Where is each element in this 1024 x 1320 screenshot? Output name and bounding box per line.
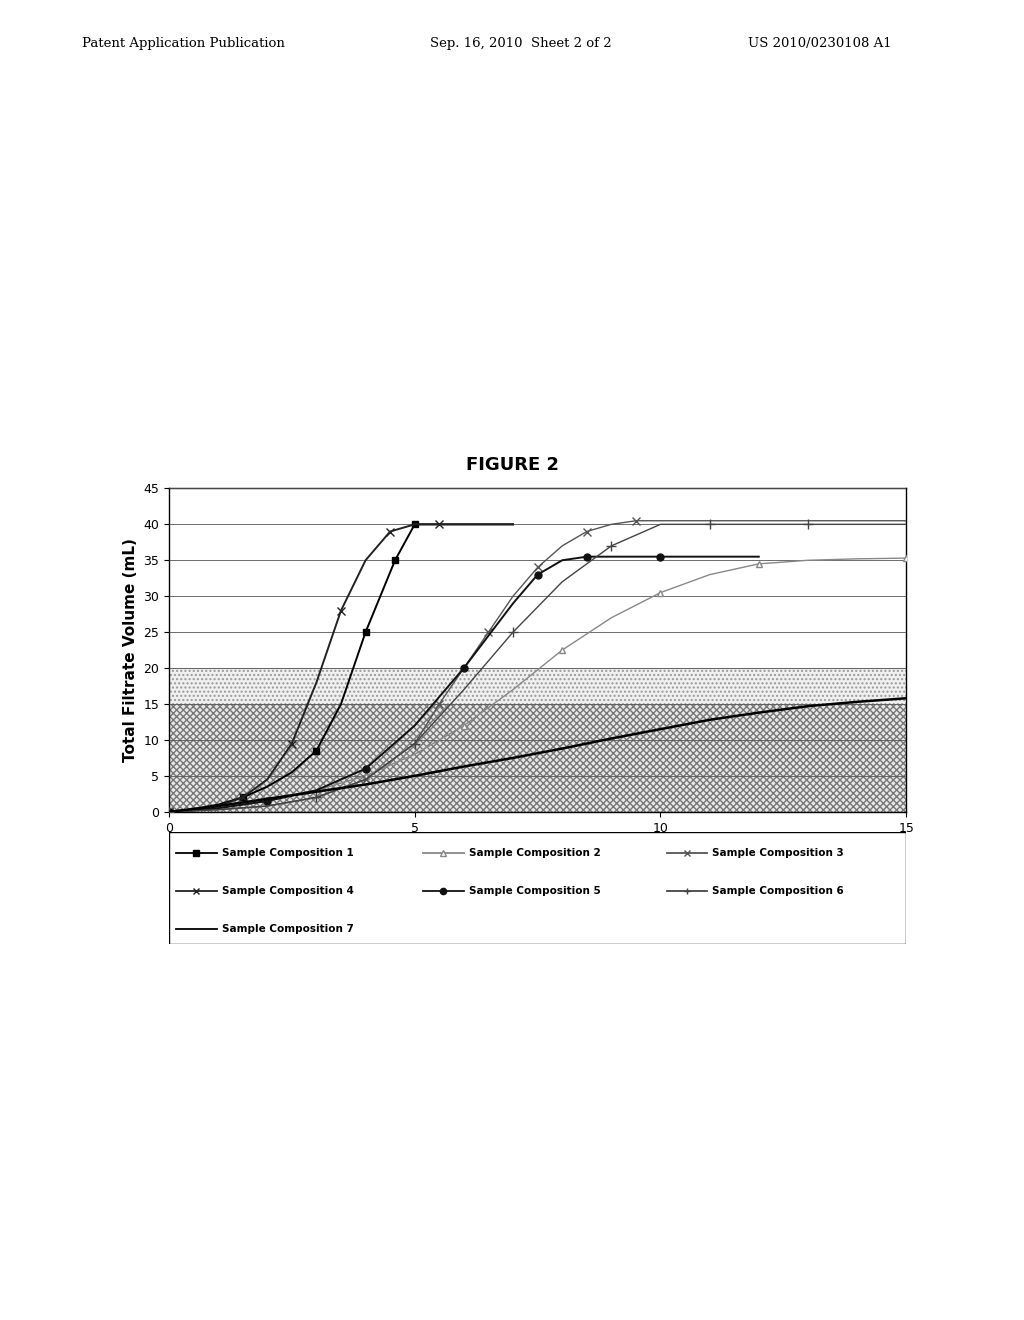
Text: Sample Composition 6: Sample Composition 6 <box>713 886 844 896</box>
Text: Sample Composition 2: Sample Composition 2 <box>469 847 601 858</box>
Y-axis label: Total Filtrate Volume (mL): Total Filtrate Volume (mL) <box>123 539 138 762</box>
Text: Sample Composition 4: Sample Composition 4 <box>222 886 354 896</box>
Text: FIGURE 2: FIGURE 2 <box>466 455 558 474</box>
Text: Sample Composition 1: Sample Composition 1 <box>222 847 354 858</box>
FancyBboxPatch shape <box>169 832 906 944</box>
Text: Sample Composition 3: Sample Composition 3 <box>713 847 844 858</box>
Text: Sample Composition 7: Sample Composition 7 <box>222 924 354 935</box>
Bar <box>169 668 906 704</box>
X-axis label: Time (hours): Time (hours) <box>467 843 608 862</box>
Text: Sample Composition 5: Sample Composition 5 <box>469 886 601 896</box>
Text: Patent Application Publication: Patent Application Publication <box>82 37 285 50</box>
Text: US 2010/0230108 A1: US 2010/0230108 A1 <box>748 37 891 50</box>
Text: Sep. 16, 2010  Sheet 2 of 2: Sep. 16, 2010 Sheet 2 of 2 <box>430 37 611 50</box>
Bar <box>169 704 906 812</box>
